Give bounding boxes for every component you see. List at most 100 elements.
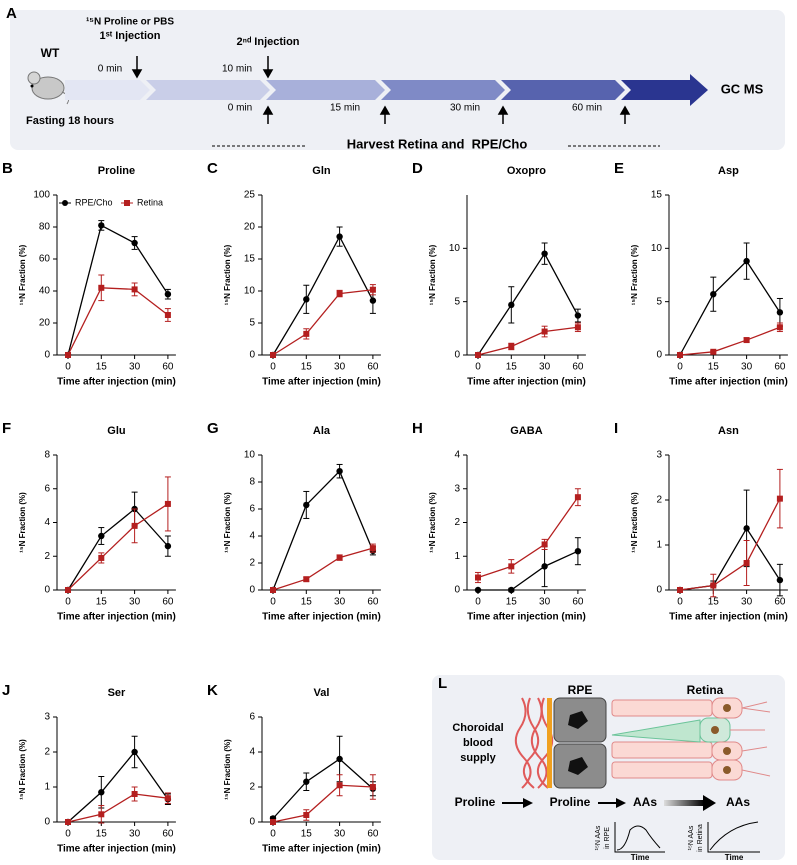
data-point [336,782,343,789]
series-line [272,758,374,819]
x-axis-label: Time after injection (min) [669,612,788,623]
time-label: 30 min [450,103,480,114]
data-point [474,586,482,594]
y-tick-label: 4 [454,450,460,461]
data-point [369,545,376,552]
x-tick-label: 15 [301,362,313,373]
y-axis-label: ¹⁵N Fraction (%) [223,492,232,553]
data-point [336,554,343,561]
y-tick-label: 0 [656,585,662,596]
panel-letter: E [614,160,624,177]
y-tick-label: 20 [39,318,51,329]
y-axis-label: ¹⁵N Fraction (%) [18,492,27,553]
data-point [369,784,376,790]
y-tick-label: 4 [249,531,255,542]
x-tick-label: 0 [677,362,683,373]
data-point [303,778,310,785]
retina-cells [611,697,771,781]
x-tick-label: 15 [506,362,518,373]
series-line [67,750,169,823]
data-point [336,468,343,475]
x-axis-label: Time after injection (min) [57,612,176,623]
panel-letter: F [2,420,11,437]
x-tick-label: 15 [708,597,720,608]
injection-label: 1ˢᵗ Injection [100,30,161,42]
legend-marker [124,200,130,206]
y-tick-label: 8 [249,477,255,488]
data-point [131,286,138,293]
flow-label: AAs [633,795,657,809]
y-axis-label: ¹⁵N Fraction (%) [630,244,639,305]
series-line [477,252,579,356]
data-point [541,563,548,570]
series-line [477,496,579,579]
series-line [272,784,373,823]
y-tick-label: 8 [44,450,50,461]
y-tick-label: 15 [651,190,663,201]
data-point [65,352,71,358]
data-point [164,291,172,298]
x-tick-label: 30 [129,362,141,373]
time-label: 60 min [572,103,602,114]
x-tick-label: 30 [539,362,551,373]
choroid-label: blood [463,737,493,749]
data-point [270,819,276,825]
data-point [164,312,171,318]
y-tick-label: 5 [656,296,662,307]
x-tick-label: 0 [475,597,481,608]
y-tick-label: 1 [454,551,460,562]
x-axis-label: Time after injection (min) [262,377,381,388]
y-tick-label: 2 [656,495,662,506]
x-axis-label: Time after injection (min) [262,844,381,855]
x-tick-label: 0 [270,829,276,840]
data-point [164,500,171,507]
chart-title: Ala [313,425,331,437]
flow-arrows [502,795,716,811]
data-point [303,501,310,509]
y-tick-label: 100 [33,190,50,201]
data-point [270,587,276,593]
y-tick-label: 0 [249,585,255,596]
y-tick-label: 60 [39,254,51,265]
panel-letter: L [438,675,447,692]
data-point [677,352,683,358]
y-tick-label: 80 [39,222,51,233]
y-tick-label: 5 [249,318,255,329]
y-tick-label: 20 [244,222,256,233]
y-tick-label: 10 [244,286,256,297]
time-label: 10 min [222,64,252,75]
x-tick-label: 60 [162,829,174,840]
series-line [679,260,781,356]
y-tick-label: 0 [454,350,460,361]
y-tick-label: 3 [454,483,460,494]
data-point [541,328,548,335]
data-point [303,812,310,818]
y-tick-label: 0 [249,817,255,828]
data-point [743,257,750,265]
data-point [541,541,548,548]
data-point [475,574,481,581]
y-tick-label: 6 [249,712,255,723]
y-tick-label: 40 [39,286,51,297]
data-point [303,576,310,583]
x-tick-label: 0 [677,597,683,608]
data-point [303,296,310,303]
data-point [574,324,581,331]
data-point [336,755,343,763]
data-point [508,563,515,570]
data-point [131,748,138,756]
data-point [776,309,784,316]
y-tick-label: 1 [656,540,662,551]
mouse-label: WT [41,46,60,60]
x-tick-label: 15 [301,829,313,840]
y-tick-label: 6 [249,504,255,515]
panel-letter: I [614,420,618,437]
data-point [98,284,105,291]
legend-label: Retina [137,197,163,207]
y-axis-label: ¹⁵N Fraction (%) [223,739,232,800]
data-point [776,576,784,584]
harvest-label: Harvest Retina and RPE/Cho [347,136,528,151]
x-axis-label: Time after injection (min) [262,612,381,623]
x-tick-label: 30 [741,597,753,608]
series-line [272,235,374,356]
